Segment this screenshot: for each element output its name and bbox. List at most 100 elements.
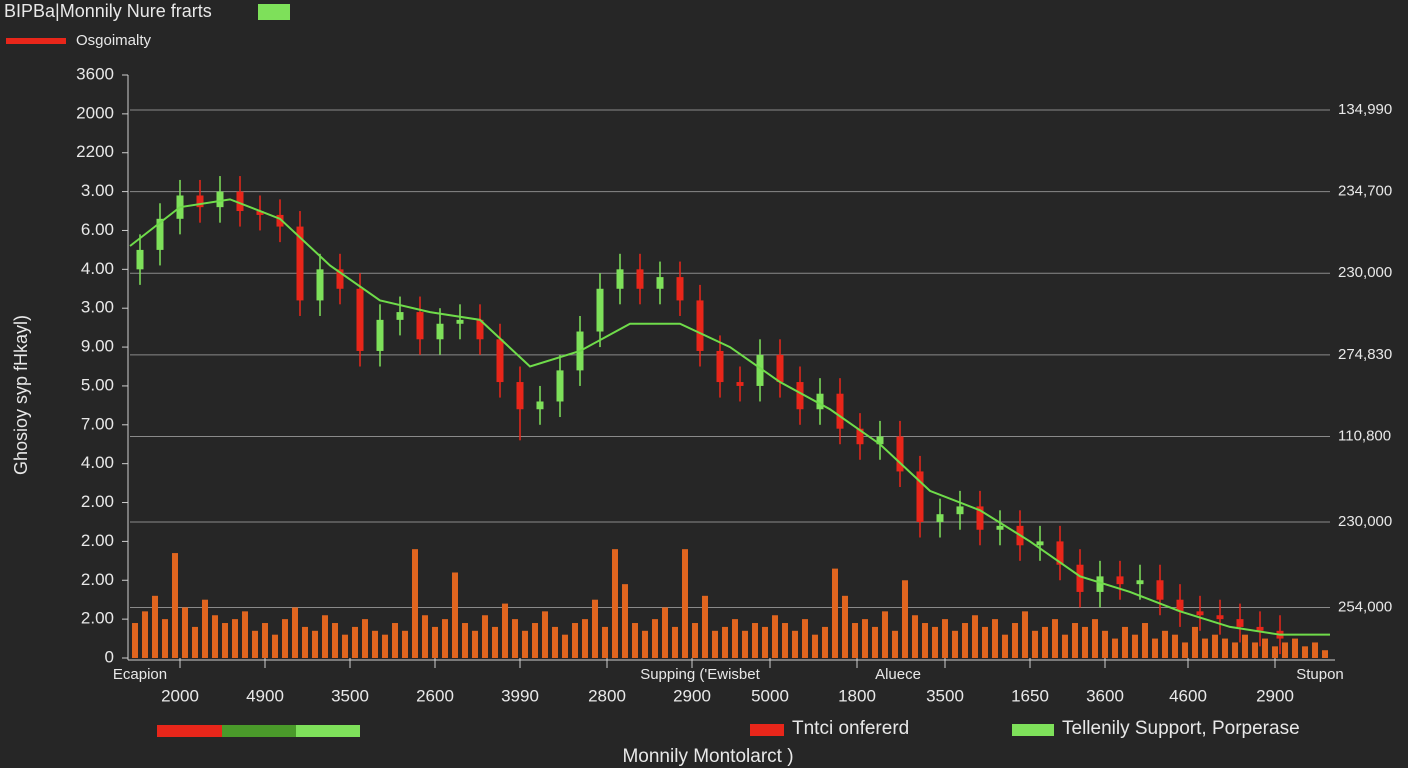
volume-bar xyxy=(202,599,208,658)
candle-body xyxy=(316,269,324,301)
x-tick-label: 4600 xyxy=(1169,686,1207,705)
volume-bar xyxy=(222,623,228,658)
legend-label-ma: Tellenily Support, Porperase xyxy=(1062,718,1300,739)
candle-body xyxy=(956,506,964,515)
y2-tick-label: 254,000 xyxy=(1338,598,1392,615)
volume-bar xyxy=(162,619,168,658)
candle-body xyxy=(896,436,904,472)
volume-bar xyxy=(1242,634,1248,658)
candle-body xyxy=(536,401,544,410)
volume-bar xyxy=(252,630,258,658)
volume-bar xyxy=(422,615,428,658)
volume-bar xyxy=(1282,642,1288,658)
volume-bar xyxy=(1192,626,1198,658)
volume-bar xyxy=(1102,630,1108,658)
y-tick-label: 3.00 xyxy=(81,298,114,317)
volume-bar xyxy=(1082,626,1088,658)
x-axis-label: Monnily Montolarct ) xyxy=(622,746,793,767)
volume-bar xyxy=(1042,626,1048,658)
volume-bar xyxy=(472,630,478,658)
candle-body xyxy=(496,339,504,383)
y-tick-label: 7.00 xyxy=(81,414,114,433)
volume-bar xyxy=(922,623,928,658)
candle-body xyxy=(1116,576,1124,585)
candle-body xyxy=(856,428,864,445)
volume-bar xyxy=(892,630,898,658)
volume-bar xyxy=(262,623,268,658)
volume-bar xyxy=(592,599,598,658)
x-tick-label: 1800 xyxy=(838,686,876,705)
y-tick-label: 0 xyxy=(105,647,114,666)
volume-bar xyxy=(712,630,718,658)
legend-bar xyxy=(296,725,360,737)
x-tick-label: 4900 xyxy=(246,686,284,705)
candle-body xyxy=(776,354,784,383)
volume-bar xyxy=(992,619,998,658)
volume-bar xyxy=(662,607,668,658)
x-tick-label: 3990 xyxy=(501,686,539,705)
volume-bar xyxy=(132,623,138,658)
volume-bar xyxy=(1072,623,1078,658)
x-tick-label: 2900 xyxy=(673,686,711,705)
y-tick-label: 5.00 xyxy=(81,375,114,394)
x-end-label: Ecapion xyxy=(113,666,167,683)
volume-bar xyxy=(322,615,328,658)
x-tick-label: 3600 xyxy=(1086,686,1124,705)
candle-body xyxy=(476,319,484,340)
candle-body xyxy=(816,393,824,410)
volume-bar xyxy=(1112,638,1118,658)
volume-bar xyxy=(412,549,418,658)
candle-body xyxy=(256,211,264,215)
volume-bar xyxy=(532,623,538,658)
candle-body xyxy=(1176,599,1184,612)
candle-body xyxy=(656,277,664,289)
volume-bar xyxy=(902,580,908,658)
candle-body xyxy=(1156,580,1164,600)
candle-body xyxy=(716,350,724,383)
candle-body xyxy=(876,436,884,445)
candle-body xyxy=(1096,576,1104,592)
candle-body xyxy=(196,195,204,208)
volume-bar xyxy=(562,634,568,658)
candle-body xyxy=(996,525,1004,530)
legend-swatch-candles xyxy=(750,724,784,736)
y2-tick-label: 110,800 xyxy=(1338,427,1391,444)
candle-body xyxy=(216,191,224,208)
volume-bar xyxy=(492,626,498,658)
volume-bar xyxy=(1262,638,1268,658)
volume-bar xyxy=(1222,638,1228,658)
volume-bar xyxy=(852,623,858,658)
candle-body xyxy=(1216,615,1224,620)
volume-bar xyxy=(452,572,458,658)
volume-bar xyxy=(972,615,978,658)
volume-bar xyxy=(1092,619,1098,658)
candle-body xyxy=(916,471,924,522)
y-tick-label: 2.00 xyxy=(81,492,114,511)
volume-bar xyxy=(432,626,438,658)
volume-bar xyxy=(232,619,238,658)
candle-body xyxy=(1076,564,1084,592)
y-tick-label: 4.00 xyxy=(81,453,114,472)
volume-bar xyxy=(1012,623,1018,658)
volume-bar xyxy=(1272,646,1278,658)
candle-body xyxy=(616,269,624,289)
volume-bar xyxy=(1132,634,1138,658)
volume-bar xyxy=(142,611,148,658)
volume-bar xyxy=(582,619,588,658)
candle-body xyxy=(796,382,804,410)
candle-body xyxy=(236,191,244,212)
volume-bar xyxy=(522,630,528,658)
x-tick-label: 2000 xyxy=(161,686,199,705)
volume-bar xyxy=(292,607,298,658)
candle-body xyxy=(336,269,344,289)
candle-body xyxy=(1056,541,1064,565)
candle-body xyxy=(156,218,164,250)
volume-bar xyxy=(682,549,688,658)
candle-body xyxy=(396,312,404,320)
volume-bar xyxy=(1002,634,1008,658)
volume-bar xyxy=(352,626,358,658)
volume-bar xyxy=(312,630,318,658)
volume-bar xyxy=(962,623,968,658)
y-tick-label: 2.00 xyxy=(81,531,114,550)
